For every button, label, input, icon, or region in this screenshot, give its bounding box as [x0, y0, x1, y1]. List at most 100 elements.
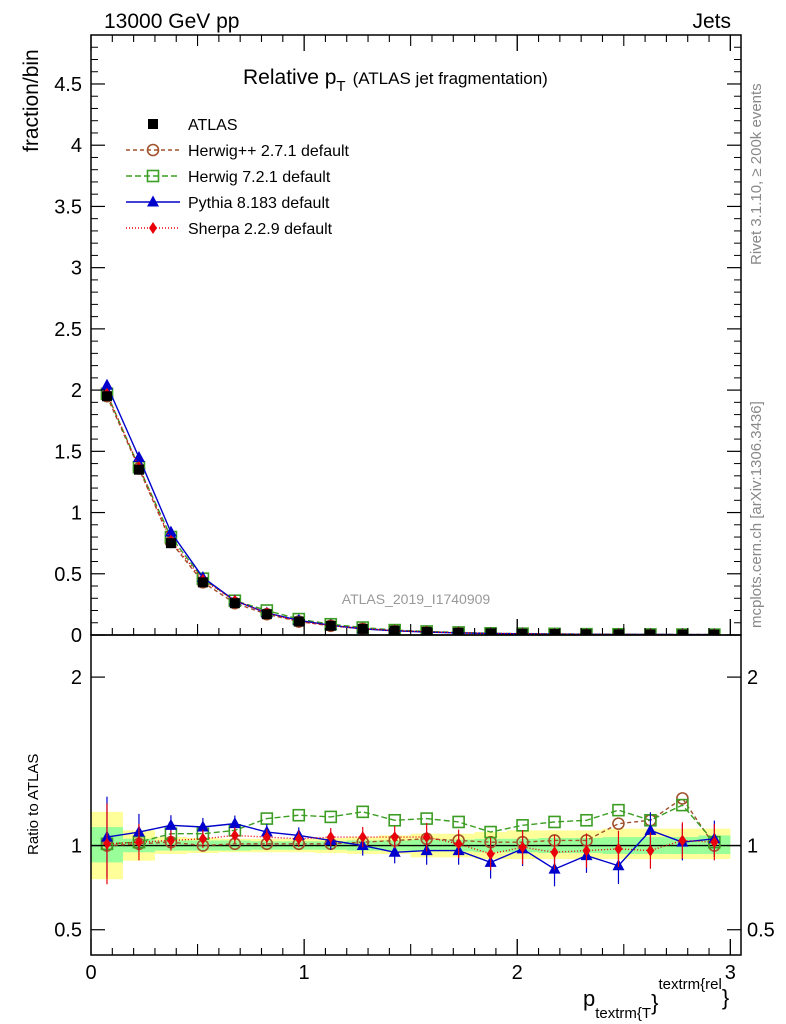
legend: ATLAS Herwig++ 2.7.1 default Herwig 7.2.1 … [126, 117, 350, 238]
y-tick-label: 3 [71, 258, 82, 280]
data-point [389, 625, 400, 635]
axis-tick-labels: 00.511.522.533.544.50.5 0.51 12 20 1 2 3 [54, 74, 775, 984]
data-point [133, 464, 144, 475]
data-point [325, 620, 336, 631]
ratio-point-3 [454, 837, 463, 850]
y-tick-label: 4 [71, 135, 82, 157]
data-point [165, 538, 176, 549]
data-point [485, 628, 496, 635]
ratio-line-2 [106, 822, 715, 870]
ratio-frame [90, 634, 742, 956]
y-tick-label: 0.5 [54, 564, 82, 586]
legend-marker [148, 119, 158, 129]
series-point-2 [164, 525, 177, 537]
ratio-point-2 [228, 817, 241, 829]
legend-marker [147, 195, 159, 207]
legend-label: Herwig++ 2.7.1 default [188, 143, 350, 160]
chart-title-rest: (ATLAS jet fragmentation) [353, 69, 548, 88]
ratio-point-3 [422, 831, 431, 844]
header-right: Jets [692, 10, 731, 33]
legend-marker [146, 169, 160, 183]
ratio-point-3 [166, 834, 175, 847]
ratio-point-1 [580, 813, 593, 827]
data-point [229, 598, 240, 609]
mcplots-label: mcplots.cern.ch [arXiv:1306.3436] [748, 401, 765, 628]
data-point [549, 629, 560, 635]
y-tick-label: 4.5 [54, 74, 82, 96]
header-left: 13000 GeV pp [104, 10, 239, 33]
ratio-tick-label-right: 0.5 [747, 920, 775, 942]
y-axis-label: fraction/bin [20, 49, 43, 152]
data-point [357, 623, 368, 634]
ratio-tick-label: 1 [71, 836, 82, 858]
analysis-label: ATLAS_2019_I1740909 [342, 591, 491, 607]
data-point [453, 627, 464, 635]
ratio-point-3 [390, 831, 399, 844]
ratio-point-3 [358, 831, 367, 844]
data-point [101, 391, 112, 402]
x-label-sub: textrm{T [595, 1005, 651, 1022]
legend-marker [149, 222, 157, 234]
ratio-point-3 [646, 844, 655, 857]
ratio-point-1 [388, 813, 401, 827]
ratio-point-3 [582, 844, 591, 857]
legend-label: ATLAS [188, 117, 238, 134]
data-point [293, 616, 304, 627]
y-tick-label: 1.5 [54, 441, 82, 463]
ratio-point-3 [518, 841, 527, 854]
data-point [709, 629, 720, 635]
data-point [677, 629, 688, 635]
x-label-main: p [583, 986, 595, 1011]
ratio-point-1 [484, 825, 497, 839]
chart-title-sub: T [336, 78, 345, 95]
ratio-point-1 [356, 805, 370, 819]
data-point [613, 629, 624, 635]
x-label-close: } [722, 985, 729, 1010]
ratio-point-3 [710, 836, 719, 849]
ratio-point-3 [294, 832, 303, 845]
ratio-point-3 [102, 837, 111, 850]
x-tick-label: 3 [725, 962, 736, 984]
ratio-point-3 [614, 842, 623, 855]
ratio-point-0 [676, 792, 689, 805]
ratio-point-1 [452, 815, 465, 829]
ratio-point-1 [676, 798, 689, 812]
ratio-point-2 [644, 823, 657, 835]
data-point [581, 629, 592, 635]
data-point [197, 577, 208, 588]
y-tick-label: 1 [71, 503, 82, 525]
ratio-tick-label-right: 2 [747, 667, 758, 689]
legend-label: Herwig 7.2.1 default [188, 169, 331, 186]
x-label-sup: textrm{rel [658, 976, 721, 993]
axis-ticks [90, 34, 741, 955]
ratio-tick-label: 0.5 [54, 920, 82, 942]
ratio-point-1 [612, 803, 625, 817]
x-tick-label: 1 [299, 962, 310, 984]
chart-title-main: Relative p [243, 66, 336, 89]
x-axis-label: ptextrm{T}textrm{rel} [583, 976, 729, 1022]
data-point [517, 628, 528, 635]
ratio-point-1 [548, 815, 561, 829]
ratio-series-layer [100, 792, 721, 887]
ratio-point-3 [134, 836, 143, 849]
ratio-tick-label: 2 [71, 667, 82, 689]
ratio-point-2 [196, 820, 209, 832]
y-tick-label: 3.5 [54, 196, 82, 218]
ratio-point-3 [326, 831, 335, 844]
ratio-tick-label-right: 1 [747, 836, 758, 858]
legend-label: Pythia 8.183 default [188, 195, 330, 212]
chart-title: Relative pT (ATLAS jet fragmentation) [243, 66, 548, 95]
ratio-point-3 [230, 829, 239, 842]
ratio-point-2 [164, 818, 177, 830]
y-tick-label: 0 [71, 625, 82, 647]
rivet-label: Rivet 3.1.10, ≥ 200k events [748, 83, 765, 265]
y-tick-label: 2 [71, 380, 82, 402]
legend-label: Sherpa 2.2.9 default [188, 221, 333, 238]
ratio-point-3 [678, 834, 687, 847]
x-tick-label: 0 [85, 962, 96, 984]
data-point [261, 609, 272, 620]
ratio-point-1 [324, 810, 338, 824]
x-tick-label: 2 [512, 962, 523, 984]
ratio-point-1 [292, 808, 306, 822]
